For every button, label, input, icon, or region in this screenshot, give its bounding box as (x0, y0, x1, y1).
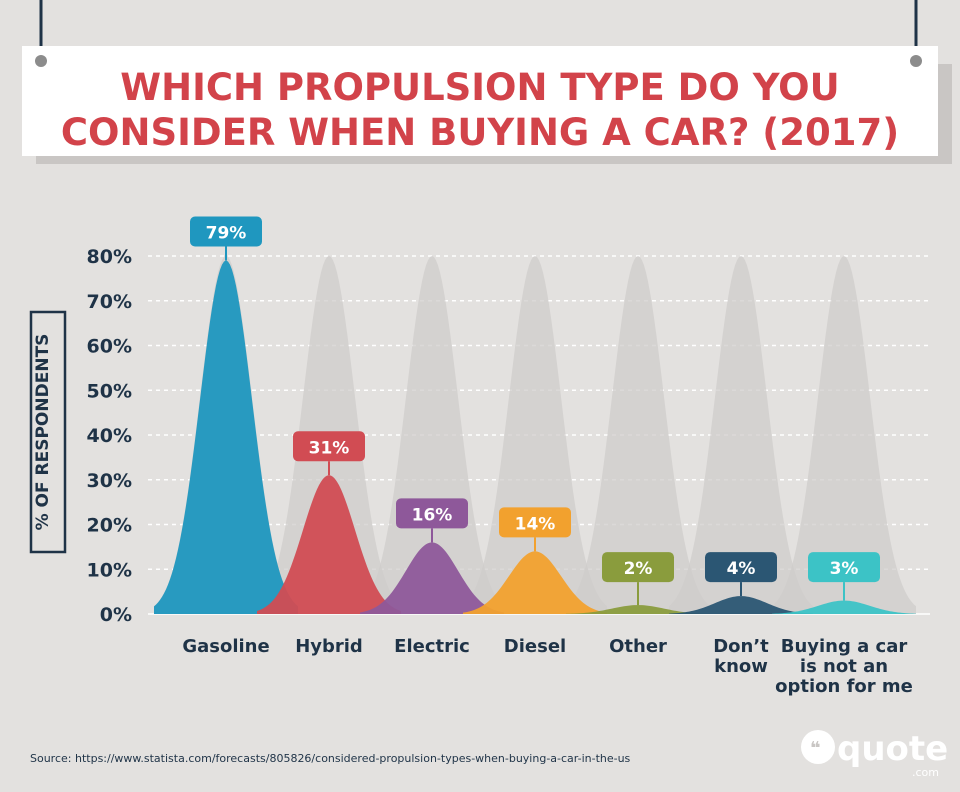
x-category-label: Diesel (504, 636, 566, 657)
value-peak (669, 596, 813, 614)
y-tick-label: 20% (87, 515, 132, 537)
x-category-label: Electric (394, 636, 470, 657)
x-category-label: Other (609, 636, 667, 657)
value-label: 14% (515, 514, 556, 534)
logo-suffix: .com (912, 766, 939, 779)
value-label: 2% (624, 559, 653, 579)
value-label: 3% (830, 559, 859, 579)
x-category-label: Don’t (713, 636, 769, 657)
label-layer: 79% 31% 16% 14% 2% 4% 3% (190, 216, 880, 606)
y-tick-label: 50% (87, 380, 132, 402)
y-axis-label: % OF RESPONDENTS (33, 334, 53, 531)
value-peak (154, 260, 298, 614)
y-tick-label: 80% (87, 246, 132, 268)
value-label-box (808, 552, 880, 583)
value-label: 4% (727, 559, 756, 579)
value-label-box (293, 431, 365, 462)
chart-title-line1: WHICH PROPULSION TYPE DO YOU (120, 66, 839, 109)
value-label-box (190, 216, 262, 247)
title-banner (22, 46, 938, 156)
value-label: 16% (412, 505, 453, 525)
source-text: Source: https://www.statista.com/forecas… (30, 752, 631, 765)
y-tick-label: 60% (87, 336, 132, 358)
x-category-label: know (714, 656, 768, 677)
y-tick-label: 30% (87, 470, 132, 492)
y-tick-label: 70% (87, 291, 132, 313)
x-category-label: is not an (800, 656, 888, 677)
y-tick-label: 0% (100, 604, 132, 626)
ghost-peak (566, 256, 710, 614)
value-label-box (602, 552, 674, 583)
axis-layer: 0% 10% 20% 30% 40% 50% 60% 70% 80% Gasoline Hybrid… (87, 246, 913, 697)
banner-pin-right (910, 55, 922, 67)
quote-logo: ❝ quote .com (801, 729, 948, 779)
value-label-box (396, 498, 468, 529)
quote-mark-icon: ❝ (810, 738, 821, 759)
x-category-label: option for me (775, 676, 913, 697)
value-peak (566, 605, 710, 614)
value-peak (257, 475, 401, 614)
x-category-label: Hybrid (295, 636, 363, 657)
banner-pin-left (35, 55, 47, 67)
ghost-peak (772, 256, 916, 614)
value-label: 31% (309, 438, 350, 458)
y-tick-label: 10% (87, 559, 132, 581)
ghost-peak (669, 256, 813, 614)
value-label-box (705, 552, 777, 583)
y-axis-label-box (29, 310, 67, 554)
chart-title-line2: CONSIDER WHEN BUYING A CAR? (2017) (61, 111, 899, 154)
value-label: 79% (206, 223, 247, 243)
x-category-label: Buying a car (781, 636, 908, 657)
y-tick-label: 40% (87, 425, 132, 447)
x-category-label: Gasoline (182, 636, 269, 657)
series-layer (154, 260, 916, 614)
value-peak (463, 551, 607, 614)
value-peak (772, 600, 916, 614)
value-label-box (499, 507, 571, 538)
value-peak (360, 542, 504, 614)
ghost-peak (360, 256, 504, 614)
logo-text: quote (837, 729, 948, 769)
quote-logo-icon (801, 730, 835, 764)
